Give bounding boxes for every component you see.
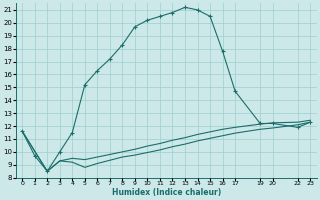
X-axis label: Humidex (Indice chaleur): Humidex (Indice chaleur) xyxy=(112,188,221,197)
